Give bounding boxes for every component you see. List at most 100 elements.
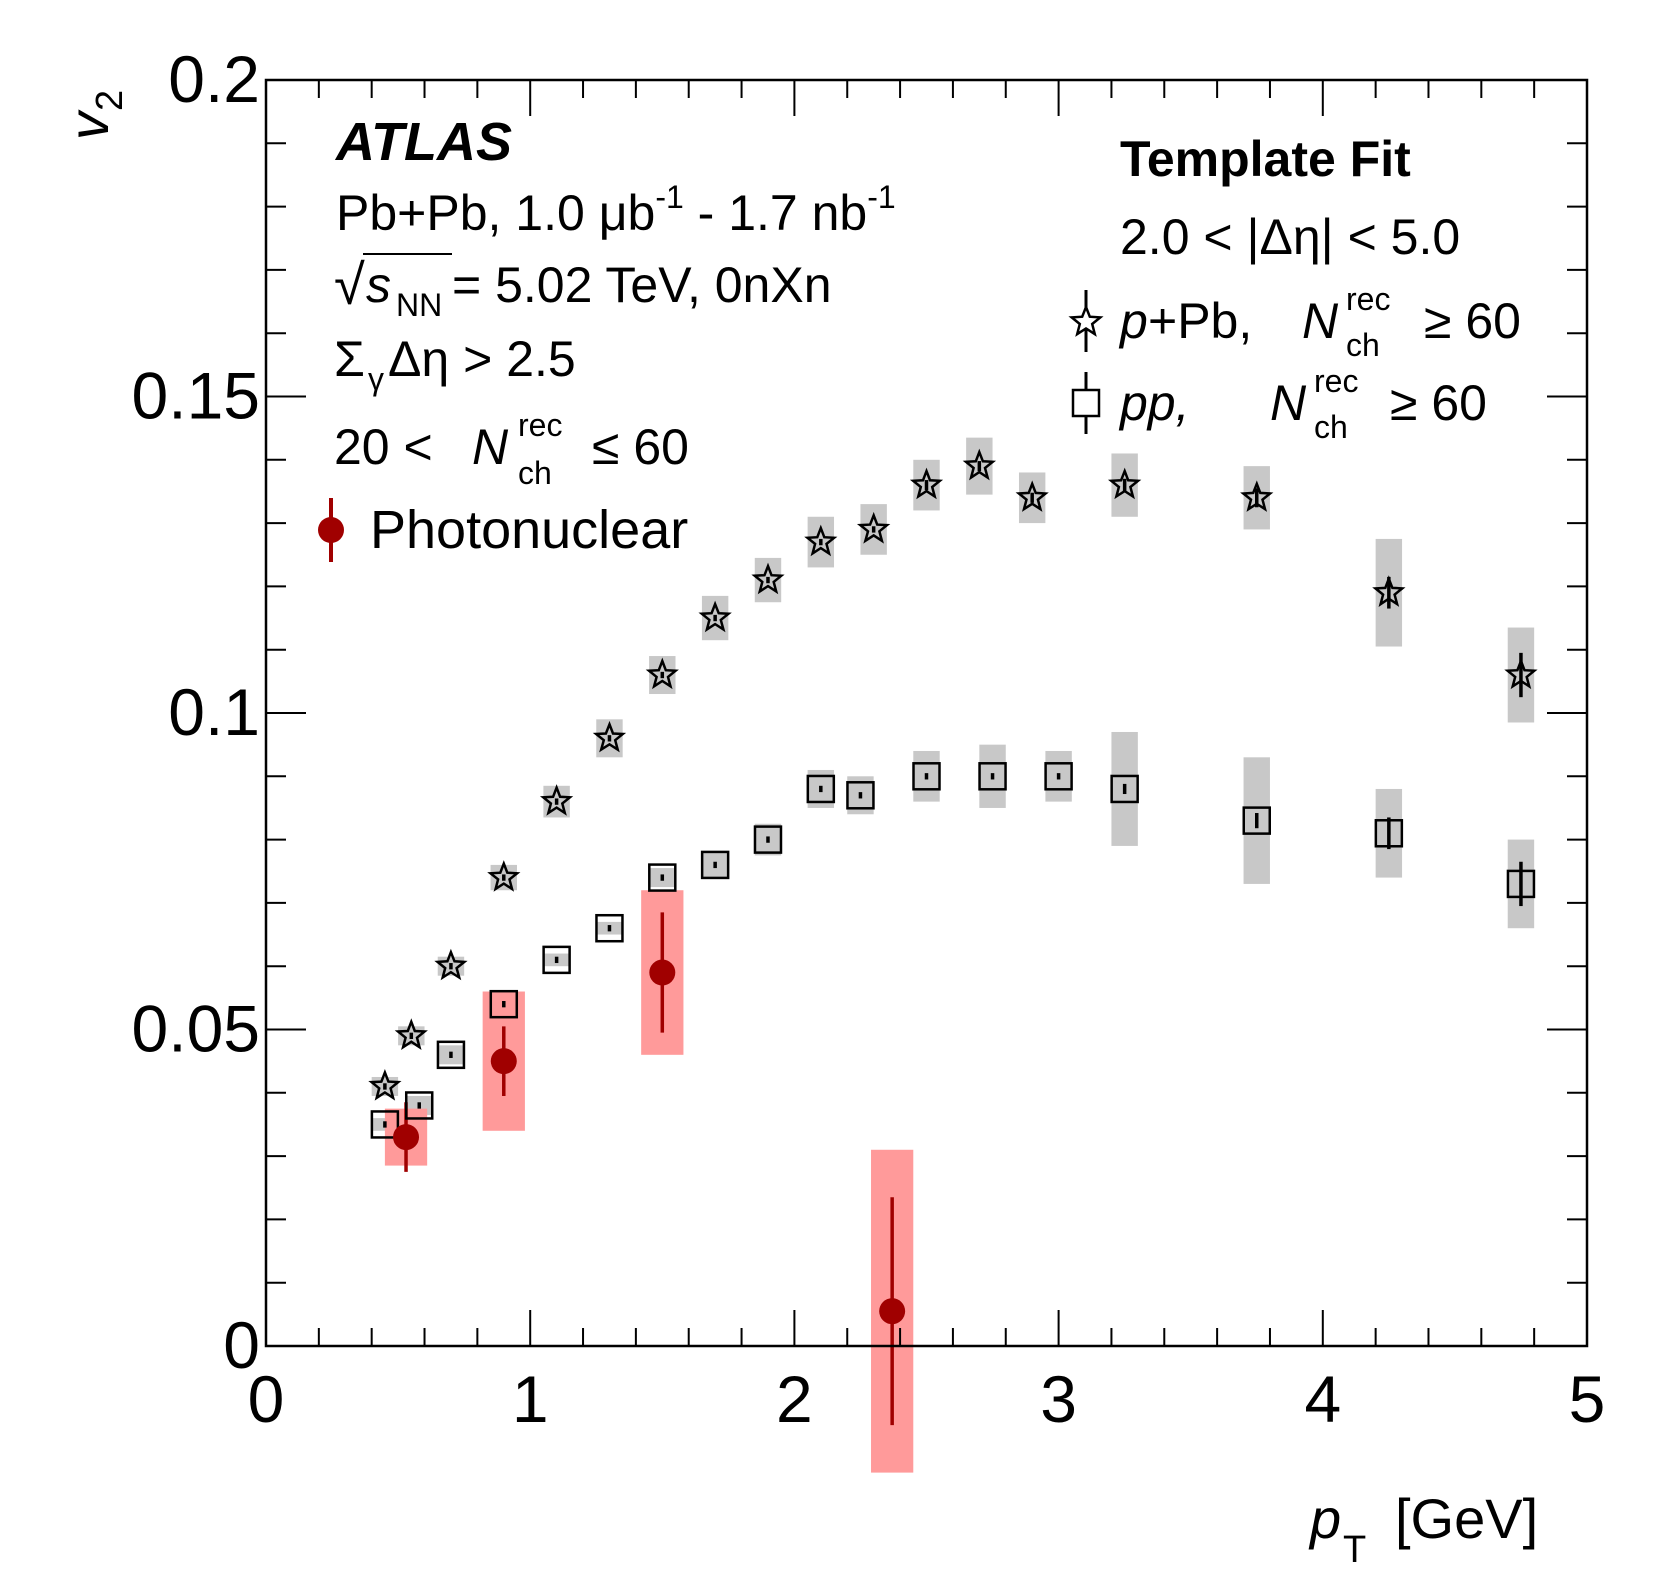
pp-square-marker [404,1091,434,1120]
x-axis-label-unit: [GeV] [1395,1487,1538,1550]
ppb-star-marker [592,720,627,753]
nch-prefix: 20 < [334,419,433,475]
pp-square-marker [1374,819,1404,848]
legend-pp-label: pp, [1118,375,1190,431]
ppb-star-marker [368,1069,402,1101]
legend-ppb-p: p [1118,293,1148,349]
nch-sup: rec [518,407,562,443]
pp-square-marker [489,989,519,1019]
ppb-star-marker [394,1018,428,1051]
ppb-star-marker [1372,575,1406,607]
x-tick-label: 3 [1040,1362,1077,1436]
x-tick-label: 0 [248,1362,285,1436]
photonuclear-marker [879,1298,906,1325]
nch-label: 20 < N rec ch ≤ 60 [334,407,689,491]
y-tick-label: 0.15 [132,359,260,433]
system-label: Pb+Pb, 1.0 μb-1 - 1.7 nb-1 [336,179,896,241]
legend-ppb-sub: ch [1346,327,1380,363]
ppb-star-marker [698,600,732,633]
legend-ppb: p +Pb, N rec ch ≥ 60 [1068,281,1521,363]
legend-block: Template Fit 2.0 < |Δη| < 5.0 p +Pb, N r… [1068,131,1521,445]
nch-sub: ch [518,455,552,491]
pp-square-marker [978,762,1007,791]
ppb-star-marker [539,784,574,816]
ppb-star-marker [751,562,785,595]
x-tick-label: 1 [512,1362,549,1436]
x-axis-label-main: p [1308,1487,1341,1550]
legend-photonuclear: Photonuclear [318,498,688,562]
legend-photonuclear-label: Photonuclear [370,500,688,560]
ppb-star-marker [487,860,521,892]
statistical-error-bars [383,461,1523,1426]
legend-pp-N: N [1270,375,1307,431]
ppb-star-marker [1107,467,1142,500]
axis-ticks [265,79,1588,1347]
gap-sub: γ [368,361,384,397]
legend-photonuclear-marker [318,517,344,543]
method-label: Template Fit [1120,131,1411,187]
pp-square-marker [700,850,730,880]
legend-pp-cond: ≥ 60 [1390,375,1487,431]
ppb-star-marker [434,948,468,981]
pp-square-marker [1044,762,1073,791]
x-axis-label-sub: T [1343,1529,1366,1571]
pp-square-marker [1242,806,1271,835]
sqrt-s: s [366,257,391,313]
nch-N: N [472,419,509,475]
ppb-star-marker [1240,480,1274,512]
x-tick-label: 2 [776,1362,813,1436]
annotation-block: ATLAS Pb+Pb, 1.0 μb-1 - 1.7 nb-1 √ s NN … [318,112,896,562]
ppb-star-marker [804,524,838,557]
ppb-star-marker [645,657,679,690]
gap-label: Σ γ Δη > 2.5 [334,331,576,397]
energy-text: = 5.02 TeV, 0nXn [452,257,832,313]
photonuclear-marker [490,1048,517,1075]
photonuclear-marker [649,959,676,986]
legend-ppb-rest: +Pb, [1148,293,1252,349]
pp-square-marker [595,913,624,943]
legend-pp: pp, N rec ch ≥ 60 [1071,363,1487,445]
y-tick-label: 0.2 [168,42,260,116]
axis-tick-labels: 0 1 2 3 4 5 0 0.05 0.1 0.15 0.2 [132,42,1606,1436]
pp-square-marker [648,863,677,892]
eta-range-label: 2.0 < |Δη| < 5.0 [1120,209,1460,265]
pp-square-marker [542,945,571,975]
data-markers [368,448,1538,1325]
legend-ppb-star-marker [1068,303,1104,337]
ppb-star-marker [856,511,891,544]
x-tick-label: 4 [1304,1362,1341,1436]
pp-square-marker [753,825,783,854]
gap-rest: Δη > 2.5 [388,331,576,387]
photonuclear-marker [393,1124,420,1151]
y-tick-label: 0.05 [132,992,260,1066]
x-tick-label: 5 [1569,1362,1606,1436]
sqrt-sub: NN [396,287,442,323]
y-axis-label: v 2 [57,90,131,140]
ppb-star-marker [1015,480,1049,512]
pp-square-marker [1506,869,1536,899]
ppb-star-marker [962,448,997,481]
ppb-star-marker [1504,657,1538,690]
energy-label: √ s NN = 5.02 TeV, 0nXn [334,253,832,323]
pp-square-marker [370,1110,400,1139]
pp-square-marker [846,781,875,810]
ppb-star-marker [909,467,944,500]
legend-pp-sub: ch [1314,409,1348,445]
pp-square-marker [1110,774,1139,804]
legend-ppb-N: N [1302,293,1339,349]
legend-ppb-cond: ≥ 60 [1424,293,1521,349]
pp-square-marker [912,762,941,791]
y-axis-label-sub: 2 [89,90,131,111]
atlas-label: ATLAS [334,112,512,172]
y-tick-label: 0 [223,1308,260,1382]
sqrt-symbol: √ [334,253,365,316]
legend-pp-square-marker [1071,388,1101,418]
nch-suffix: ≤ 60 [592,419,689,475]
y-tick-label: 0.1 [168,675,260,749]
systematic-uncertainty-boxes [371,437,1535,1473]
y-axis-label-main: v [57,109,120,140]
pp-square-marker [436,1040,466,1070]
pp-square-marker [806,774,836,804]
legend-ppb-sup: rec [1346,281,1390,317]
